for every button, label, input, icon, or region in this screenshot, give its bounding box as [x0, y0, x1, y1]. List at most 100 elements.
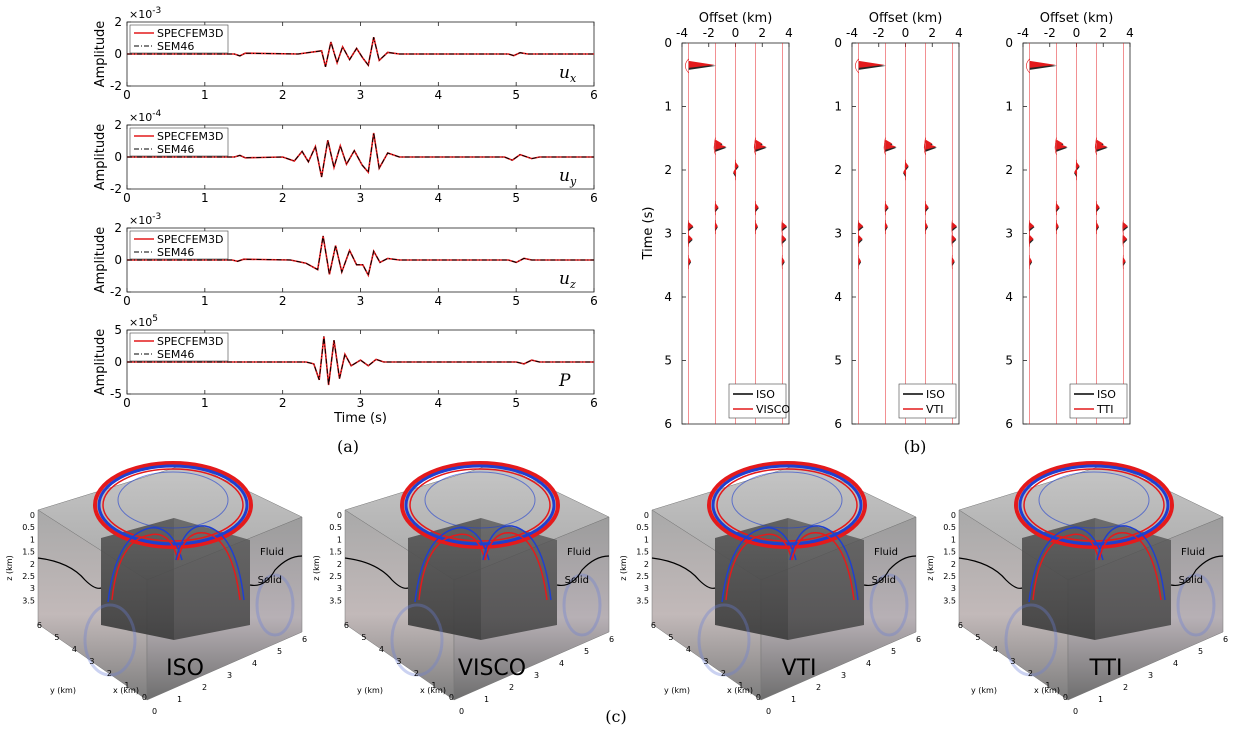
- y-tick-label: 5: [975, 633, 980, 642]
- x-axis-label: x (km): [113, 686, 139, 695]
- cube-model-label: VTI: [782, 656, 817, 681]
- x-tick-label: 2: [928, 26, 936, 40]
- legend-box: [728, 383, 787, 419]
- y-tick-label: 2: [114, 118, 122, 132]
- cutaway-face-left: [408, 518, 481, 640]
- cube-model-label: TTI: [1089, 656, 1123, 681]
- legend-label-iso: ISO: [926, 388, 945, 401]
- trace-event-wiggle: [1025, 58, 1030, 74]
- trace-event-red: [1096, 142, 1108, 150]
- panel-label-c: (c): [605, 707, 626, 726]
- z-tick-label: 3: [337, 584, 342, 593]
- fluid-solid-interface: [37, 557, 102, 589]
- x-tick-label: 1: [177, 695, 182, 704]
- x-tick-label: 0: [1073, 26, 1081, 40]
- y-tick-label: 4: [379, 645, 384, 654]
- cube-snapshot-visco: Fluid Solid VISCO 0 0.5 1 1.5 2 2.5 3 3.5 z (km) 6 5 4…: [312, 461, 614, 716]
- x-tick-label: 2: [758, 26, 766, 40]
- y-tick-label: 1: [834, 100, 842, 114]
- trace-event-red: [858, 60, 885, 68]
- trace-event-red: [885, 203, 889, 211]
- y-tick-label: 1: [1005, 100, 1013, 114]
- x-tick-label: 4: [955, 26, 963, 40]
- x-tick-label: 5: [277, 647, 282, 656]
- deep-wavefront: [869, 573, 909, 637]
- x-tick-label: 6: [609, 635, 614, 644]
- trace-event-red: [1056, 142, 1068, 150]
- legend-label-second: TTI: [1096, 403, 1114, 416]
- y-axis-label: Time (s): [641, 207, 656, 261]
- x-tick-label: 0: [123, 396, 131, 410]
- y-tick-label: 2: [1005, 163, 1013, 177]
- z-tick-label: 0.5: [22, 523, 35, 532]
- exponent-power: 5: [152, 314, 158, 324]
- x-tick-label: 2: [509, 683, 514, 692]
- trace-event-red: [925, 203, 929, 211]
- x-tick-label: 4: [866, 659, 871, 668]
- y-tick-label: 3: [834, 227, 842, 241]
- wavefront-arc: [1096, 525, 1166, 601]
- trace-event-red: [1123, 222, 1128, 230]
- x-tick-label: 4: [435, 88, 443, 102]
- trace-event-red: [925, 222, 928, 230]
- z-tick-label: 0.5: [943, 523, 956, 532]
- cube-model-label: VISCO: [458, 656, 526, 681]
- z-tick-label: 3: [951, 584, 956, 593]
- trace-event-wiggle: [951, 232, 953, 247]
- x-tick-label: 5: [584, 647, 589, 656]
- y-tick-label: 2: [721, 669, 726, 678]
- panel-b: -4 -2 0 2 4 0 1 2 3 4 5 6 Offset (km) Time (s) ISO VISC…: [641, 11, 1134, 431]
- wavefront-ring-inner: [1023, 468, 1165, 542]
- y-tick-label: 6: [664, 417, 672, 431]
- wavefront-arc: [484, 532, 548, 601]
- z-tick-label: 1.5: [636, 548, 649, 557]
- wavefront-arc: [791, 532, 855, 601]
- x-tick-label: 4: [252, 659, 257, 668]
- x-axis-label: x (km): [1034, 686, 1060, 695]
- x-tick-label: 6: [1223, 635, 1228, 644]
- z-tick-label: 3: [30, 584, 35, 593]
- wavefront-arc: [1028, 527, 1104, 603]
- cutaway-face-left: [101, 518, 174, 640]
- cube-model-label: ISO: [166, 656, 204, 681]
- y-tick-label: 4: [686, 645, 691, 654]
- x-tick-label: 2: [279, 396, 287, 410]
- component-label: P: [558, 371, 571, 391]
- y-tick-label: 1: [431, 681, 436, 690]
- trace-event-red: [1056, 203, 1060, 211]
- deep-wavefront: [255, 573, 295, 637]
- x-tick-label: 0: [902, 26, 910, 40]
- wavefront-arc: [414, 527, 490, 603]
- y-tick-label: 3: [703, 657, 708, 666]
- trace-event-red: [1029, 222, 1035, 230]
- z-tick-label: 1: [337, 535, 342, 544]
- trace-event-wiggle: [753, 140, 756, 155]
- trace-event-red: [1029, 60, 1056, 68]
- fluid-solid-interface: [1170, 555, 1224, 587]
- x-tick-label: 1: [201, 294, 209, 308]
- wavefront-arc: [725, 533, 793, 601]
- x-tick-label: 2: [1123, 683, 1128, 692]
- trace-event-red: [1056, 222, 1059, 230]
- z-axis-label: z (km): [926, 555, 935, 580]
- trace-event-red: [925, 142, 937, 150]
- y-tick-label: 0: [114, 150, 122, 164]
- deep-wavefront: [697, 603, 751, 677]
- y-tick-label: 0: [114, 253, 122, 267]
- fluid-solid-interface: [556, 555, 610, 587]
- series-line-sem46: [127, 336, 594, 386]
- trace-event-red: [952, 222, 957, 230]
- z-tick-label: 3.5: [329, 596, 342, 605]
- y-tick-label: 4: [72, 645, 77, 654]
- legend-label-second: VTI: [926, 403, 944, 416]
- exponent-power: -4: [152, 109, 161, 119]
- x-tick-label: 1: [201, 191, 209, 205]
- x-tick-label: -4: [1017, 26, 1029, 40]
- wavefront-arc: [175, 525, 245, 601]
- y-tick-label: 6: [651, 621, 656, 630]
- x-tick-label: 5: [891, 647, 896, 656]
- legend-label-specfem3d: SPECFEM3D: [157, 335, 223, 348]
- x-tick-label: 3: [1148, 671, 1153, 680]
